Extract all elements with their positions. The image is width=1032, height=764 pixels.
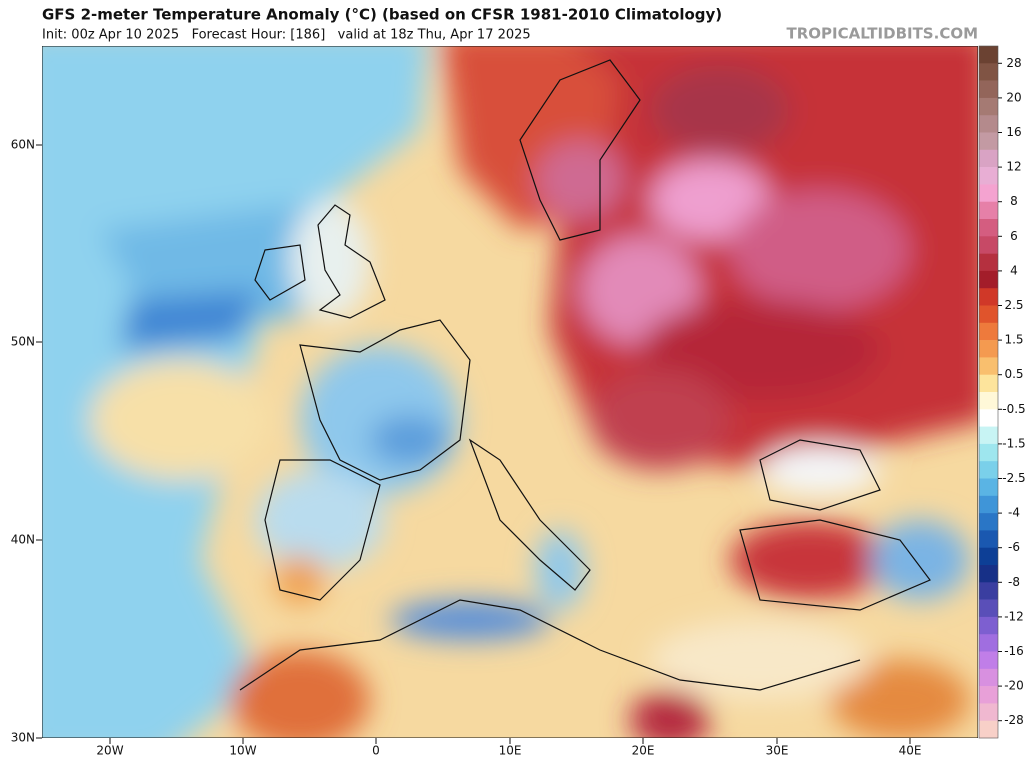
lat-label: 60N bbox=[11, 138, 35, 152]
lon-label: 20E bbox=[632, 744, 655, 758]
colorbar-label: 4 bbox=[1010, 263, 1018, 277]
colorbar-swatch bbox=[979, 288, 998, 306]
colorbar-label: -0.5 bbox=[1002, 402, 1025, 416]
map bbox=[42, 46, 978, 738]
watermark: TROPICALTIDBITS.COM bbox=[787, 25, 979, 43]
colorbar-label: -16 bbox=[1004, 644, 1024, 658]
colorbar-label: 2.5 bbox=[1004, 298, 1023, 312]
colorbar-swatch bbox=[979, 201, 998, 220]
colorbar-swatch bbox=[979, 409, 998, 427]
colorbar-frame bbox=[978, 45, 999, 739]
lon-label: 0 bbox=[372, 744, 380, 758]
colorbar-swatch bbox=[979, 478, 998, 497]
lat-label: 50N bbox=[11, 335, 35, 349]
colorbar-swatch bbox=[979, 219, 998, 237]
axes: 60N 50N 40N 30N 20W 10W 0 10E 20E 30E 40E bbox=[11, 138, 922, 758]
colorbar-swatch bbox=[979, 530, 998, 548]
lon-label: 40E bbox=[899, 744, 922, 758]
colorbar-swatch bbox=[979, 599, 998, 618]
colorbar-swatch bbox=[979, 720, 998, 739]
colorbar-swatch bbox=[979, 686, 998, 704]
lon-label: 30E bbox=[766, 744, 789, 758]
colorbar-label: 8 bbox=[1010, 194, 1018, 208]
colorbar-swatch bbox=[979, 305, 998, 324]
colorbar-swatch bbox=[979, 340, 998, 358]
colorbar-swatch bbox=[979, 616, 998, 635]
colorbar-label: -20 bbox=[1004, 679, 1024, 693]
colorbar-label: -12 bbox=[1004, 609, 1024, 623]
colorbar-swatch bbox=[979, 374, 998, 393]
colorbar-label: 28 bbox=[1006, 56, 1021, 70]
colorbar-swatch bbox=[979, 63, 998, 81]
colorbar-swatch bbox=[979, 184, 998, 202]
colorbar-swatch bbox=[979, 132, 998, 151]
colorbar-label: 6 bbox=[1010, 229, 1018, 243]
lon-label: 20W bbox=[96, 744, 123, 758]
colorbar-swatch bbox=[979, 565, 998, 583]
colorbar-label: 1.5 bbox=[1004, 333, 1023, 347]
title: GFS 2-meter Temperature Anomaly (°C) (ba… bbox=[42, 6, 722, 24]
colorbar-label: -2.5 bbox=[1002, 471, 1025, 485]
colorbar-label: -8 bbox=[1008, 575, 1020, 589]
colorbar-swatch bbox=[979, 651, 998, 670]
colorbar-label: 16 bbox=[1006, 125, 1021, 139]
colorbar-label: -6 bbox=[1008, 540, 1020, 554]
colorbar-swatch bbox=[979, 461, 998, 479]
anomaly-field bbox=[42, 46, 978, 738]
colorbar-label: -1.5 bbox=[1002, 436, 1025, 450]
colorbar-swatch bbox=[979, 149, 998, 168]
colorbar-swatch bbox=[979, 495, 998, 514]
colorbar-swatch bbox=[979, 322, 998, 341]
coastlines bbox=[239, 59, 931, 691]
colorbar: 28 20 16 12 8 6 4 2.5 1.5 0.5 -0.5 -1.5 -2.5 -4 -6 -8 -1… bbox=[978, 45, 1026, 739]
colorbar-swatch bbox=[979, 634, 998, 652]
colorbar-swatch bbox=[979, 253, 998, 272]
colorbar-swatch bbox=[979, 547, 998, 566]
colorbar-label: 20 bbox=[1006, 90, 1021, 104]
colorbar-swatch bbox=[979, 46, 998, 64]
colorbar-swatch bbox=[979, 357, 998, 375]
colorbar-label: 0.5 bbox=[1004, 367, 1023, 381]
lon-label: 10E bbox=[499, 744, 522, 758]
subtitle: Init: 00z Apr 10 2025 Forecast Hour: [18… bbox=[42, 28, 531, 43]
colorbar-label: 12 bbox=[1006, 160, 1021, 174]
colorbar-label: -4 bbox=[1008, 506, 1020, 520]
colorbar-swatch bbox=[979, 582, 998, 600]
lon-label: 10W bbox=[229, 744, 256, 758]
colorbar-swatch bbox=[979, 270, 998, 289]
colorbar-swatch bbox=[979, 115, 998, 133]
colorbar-swatch bbox=[979, 97, 998, 116]
colorbar-swatch bbox=[979, 426, 998, 445]
lat-label: 30N bbox=[11, 731, 35, 745]
colorbar-swatch bbox=[979, 668, 998, 687]
colorbar-swatch bbox=[979, 513, 998, 531]
colorbar-swatch bbox=[979, 392, 998, 410]
colorbar-swatch bbox=[979, 703, 998, 721]
colorbar-swatch bbox=[979, 236, 998, 254]
colorbar-label: -28 bbox=[1004, 713, 1024, 727]
colorbar-swatch bbox=[979, 80, 998, 99]
colorbar-swatch bbox=[979, 167, 998, 185]
colorbar-swatch bbox=[979, 443, 998, 462]
lat-label: 40N bbox=[11, 533, 35, 547]
